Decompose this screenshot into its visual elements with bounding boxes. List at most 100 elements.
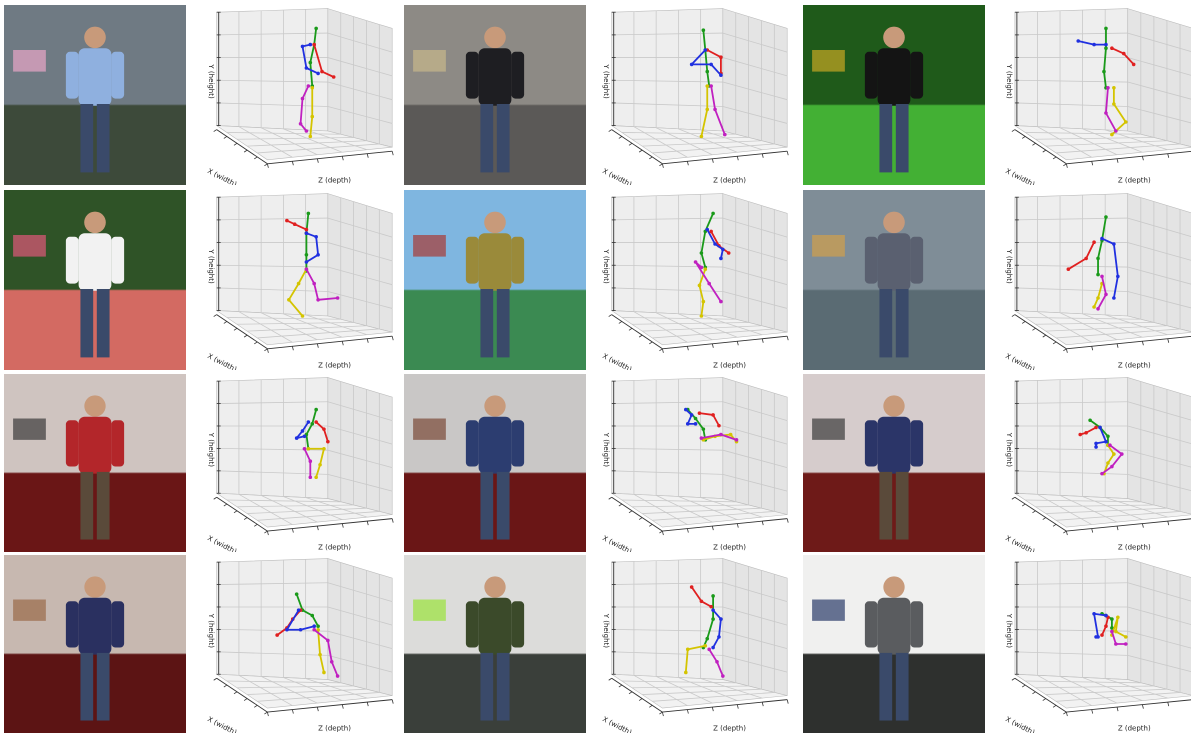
z-axis-label: Z (depth) [318, 176, 351, 184]
joint-marker [285, 218, 289, 223]
joint-marker [719, 256, 723, 261]
floor-pane [1013, 125, 1191, 161]
joint-marker [1104, 624, 1108, 628]
joint-marker [300, 44, 305, 49]
joint-marker [684, 407, 688, 412]
joint-marker [322, 427, 326, 431]
x-axis-label: X (width) [601, 715, 633, 733]
input-photo [4, 190, 186, 370]
pose-skeleton [689, 28, 727, 139]
joint-marker [1108, 443, 1112, 447]
joint-marker [705, 69, 710, 74]
joint-marker [1100, 274, 1104, 279]
bone-right-leg [305, 268, 338, 301]
floor-pane [610, 673, 788, 709]
floor-pane [215, 492, 393, 528]
side-wall-pane [722, 558, 788, 697]
joint-marker [312, 42, 316, 47]
joint-marker [292, 222, 297, 226]
joint-marker [1123, 642, 1128, 646]
bone-torso [309, 28, 318, 87]
joint-marker [713, 107, 717, 112]
pose-plot-panel: Y (height) X (width) Z (depth) [205, 555, 400, 733]
x-axis-label: X (width) [601, 167, 633, 185]
side-wall-pane [722, 193, 788, 333]
joint-marker [314, 420, 318, 424]
y-axis-label: Y (height) [602, 432, 610, 468]
joint-marker [699, 599, 704, 604]
joint-marker [1094, 441, 1098, 446]
joint-marker [1104, 292, 1108, 297]
joint-marker [1098, 425, 1102, 430]
joint-marker [1084, 256, 1088, 261]
z-axis-label: Z (depth) [318, 724, 351, 732]
joint-marker [707, 281, 711, 286]
y-axis-label: Y (height) [207, 63, 215, 99]
pose-plot-panel: Y (height) X (width) Z (depth) [1003, 374, 1191, 552]
photo-scene [404, 555, 586, 733]
bone-right-arm [706, 229, 724, 259]
back-wall-pane [611, 193, 724, 317]
joint-marker [723, 132, 727, 137]
y-axis-label: Y (height) [1005, 248, 1013, 284]
joint-marker [1112, 86, 1116, 90]
side-wall-pane [1127, 377, 1191, 515]
joint-marker [314, 407, 318, 412]
pose-3d-plot: Y (height) X (width) Z (depth) [206, 558, 394, 733]
joint-marker [304, 253, 309, 257]
joint-marker [713, 242, 717, 246]
joint-marker [685, 422, 690, 426]
joint-marker [1123, 120, 1128, 124]
input-photo [4, 555, 186, 733]
joint-marker [703, 48, 708, 52]
joint-marker [294, 592, 299, 596]
person-silhouette [864, 395, 924, 540]
joint-marker [322, 446, 326, 451]
person-silhouette [864, 576, 924, 721]
bone-torso [1097, 216, 1107, 275]
joint-marker [1092, 305, 1096, 309]
joint-marker [1104, 613, 1108, 618]
pose-skeleton [684, 585, 725, 678]
photo-scene [803, 5, 985, 185]
pose-skeleton [285, 211, 340, 318]
joint-marker [298, 627, 303, 632]
floor-pane [610, 125, 788, 161]
pose-3d-plot: Y (height) X (width) Z (depth) [601, 8, 789, 185]
side-wall-pane [722, 8, 788, 148]
person-silhouette [65, 395, 125, 540]
x-axis-label: X (width) [206, 167, 238, 185]
joint-marker [703, 267, 708, 271]
y-axis-label: Y (height) [1005, 63, 1013, 99]
side-wall-pane [1127, 558, 1191, 696]
pose-3d-plot: Y (height) X (width) Z (depth) [1004, 193, 1191, 370]
joint-marker [312, 627, 316, 632]
joint-marker [1131, 62, 1136, 67]
person-silhouette [864, 26, 924, 173]
joint-marker [1092, 42, 1096, 47]
joint-marker [306, 446, 311, 451]
scene-prop [13, 418, 46, 440]
z-axis-label: Z (depth) [713, 724, 746, 732]
joint-marker [699, 436, 704, 440]
joint-marker [701, 28, 706, 32]
joint-marker [719, 299, 723, 304]
joint-marker [310, 613, 315, 618]
z-axis-label: Z (depth) [1118, 176, 1151, 184]
joint-marker [1076, 39, 1081, 43]
joint-marker [717, 423, 721, 428]
pose-skeleton [684, 407, 739, 444]
joint-marker [1104, 26, 1108, 31]
joint-marker [1116, 615, 1120, 620]
bone-right-arm [301, 43, 319, 75]
joint-marker [719, 432, 723, 437]
bone-torso [702, 595, 714, 648]
floor-pane [1013, 673, 1191, 709]
joint-marker [312, 624, 316, 628]
pose-plot-panel: Y (height) X (width) Z (depth) [1003, 5, 1191, 185]
joint-marker [711, 608, 715, 612]
scene-prop [413, 599, 446, 621]
person-silhouette [65, 576, 125, 721]
scene-prop [413, 50, 446, 72]
z-axis-label: Z (depth) [1118, 724, 1151, 732]
